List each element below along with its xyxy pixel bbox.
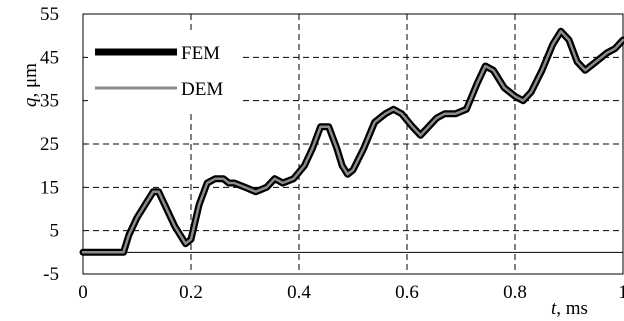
y-tick-label: 15 (40, 177, 59, 198)
x-tick-label: 0.8 (503, 282, 527, 303)
svg-text:t, ms: t, ms (551, 298, 588, 319)
chart-grid (83, 14, 623, 274)
y-tick-label: 45 (40, 47, 59, 68)
x-tick-label: 0 (78, 282, 88, 303)
plot-frame (82, 13, 624, 275)
legend-label-dem: DEM (181, 79, 223, 100)
legend-label-fem: FEM (181, 43, 220, 64)
tick-labels: 0 0.2 0.4 0.6 0.8 1 -5 5 15 25 35 45 55 (40, 4, 624, 303)
y-axis-unit: , μm (20, 63, 41, 98)
x-tick-label: 1 (618, 282, 624, 303)
y-tick-label: 35 (40, 91, 59, 112)
x-tick-label: 0.4 (287, 282, 311, 303)
y-axis-label: q, μm (20, 63, 41, 107)
legend-background (88, 32, 240, 110)
x-axis-unit: , ms (556, 298, 588, 319)
y-tick-label: 5 (50, 221, 60, 242)
x-tick-label: 0.2 (179, 282, 203, 303)
svg-text:q, μm: q, μm (20, 63, 41, 107)
x-axis-label: t, ms (551, 298, 588, 319)
x-tick-label: 0.6 (395, 282, 419, 303)
y-tick-label: 25 (40, 134, 59, 155)
x-axis-symbol: t (551, 298, 557, 319)
y-axis-symbol: q (20, 97, 41, 107)
data-series (79, 27, 624, 256)
legend: FEM DEM (88, 32, 240, 110)
series-line-dem (81, 30, 624, 254)
y-tick-label: -5 (43, 264, 59, 285)
y-tick-label: 55 (40, 4, 59, 25)
